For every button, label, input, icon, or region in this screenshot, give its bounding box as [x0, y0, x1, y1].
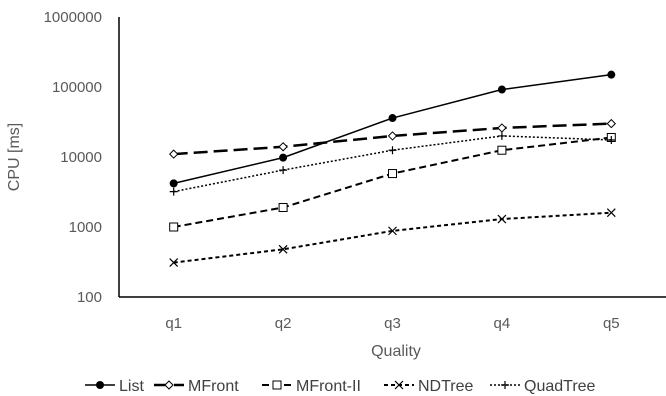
y-tick-label: 1000 — [69, 219, 102, 236]
series-line — [173, 211, 612, 264]
legend-item: QuadTree — [490, 378, 596, 395]
series-quadtree — [169, 131, 616, 196]
data-point-x — [278, 244, 288, 254]
data-point-diamond — [278, 142, 288, 152]
data-point-square — [497, 145, 507, 155]
legend-label: MFront — [188, 378, 239, 395]
data-point-x — [606, 208, 616, 218]
data-point-diamond — [164, 380, 174, 390]
legend-item: List — [85, 378, 144, 395]
x-tick-label: q1 — [165, 315, 182, 332]
data-point-plus — [388, 146, 397, 155]
legend-item: NDTree — [384, 378, 474, 395]
x-axis-ticks: q1 q2 q3 q4 q5 — [165, 315, 619, 332]
legend: List MFront MFront-II NDTree QuadTree — [85, 378, 596, 395]
y-axis-ticks: 100 1000 10000 100000 1000000 — [44, 9, 102, 306]
x-tick-label: q3 — [384, 315, 401, 332]
y-tick-label: 1000000 — [44, 9, 102, 26]
data-point-dot — [497, 85, 506, 94]
x-tick-label: q2 — [275, 315, 292, 332]
x-tick-label: q4 — [494, 315, 511, 332]
data-point-square — [278, 202, 288, 212]
data-point-plus — [501, 381, 509, 389]
legend-item: MFront-II — [262, 378, 361, 395]
series-line — [173, 135, 612, 193]
data-point-plus — [607, 135, 616, 144]
data-point-dot — [169, 179, 178, 188]
x-tick-label: q5 — [603, 315, 620, 332]
series-layer — [168, 70, 617, 268]
legend-item: MFront — [154, 378, 239, 395]
x-axis-title: Quality — [371, 343, 421, 360]
data-point-x — [394, 380, 404, 390]
series-ndtree — [169, 208, 616, 268]
data-point-x — [497, 214, 507, 224]
data-point-diamond — [387, 131, 398, 141]
data-point-diamond — [606, 118, 617, 129]
data-point-dot — [279, 153, 288, 162]
data-point-plus — [169, 187, 178, 196]
data-point-dot — [388, 114, 397, 123]
data-point-diamond — [497, 123, 507, 133]
data-point-dot — [607, 70, 616, 79]
series-line — [173, 73, 612, 185]
data-point-x — [388, 226, 397, 236]
y-tick-label: 100 — [77, 289, 102, 306]
data-point-diamond — [168, 149, 179, 159]
data-point-square — [272, 380, 282, 390]
legend-label: NDTree — [418, 378, 474, 395]
data-point-x — [169, 258, 179, 268]
y-axis-title: CPU [ms] — [6, 123, 23, 191]
y-tick-label: 10000 — [60, 149, 102, 166]
data-point-square — [169, 222, 179, 232]
data-point-dot — [96, 381, 104, 389]
data-point-square — [388, 169, 397, 179]
legend-label: MFront-II — [296, 378, 361, 395]
y-tick-label: 100000 — [52, 79, 102, 96]
legend-label: QuadTree — [524, 378, 596, 395]
legend-label: List — [119, 378, 144, 395]
data-point-plus — [279, 166, 288, 175]
series-list — [169, 70, 616, 188]
series-mfront — [168, 118, 617, 159]
series-line — [173, 122, 612, 156]
data-point-plus — [497, 131, 506, 140]
